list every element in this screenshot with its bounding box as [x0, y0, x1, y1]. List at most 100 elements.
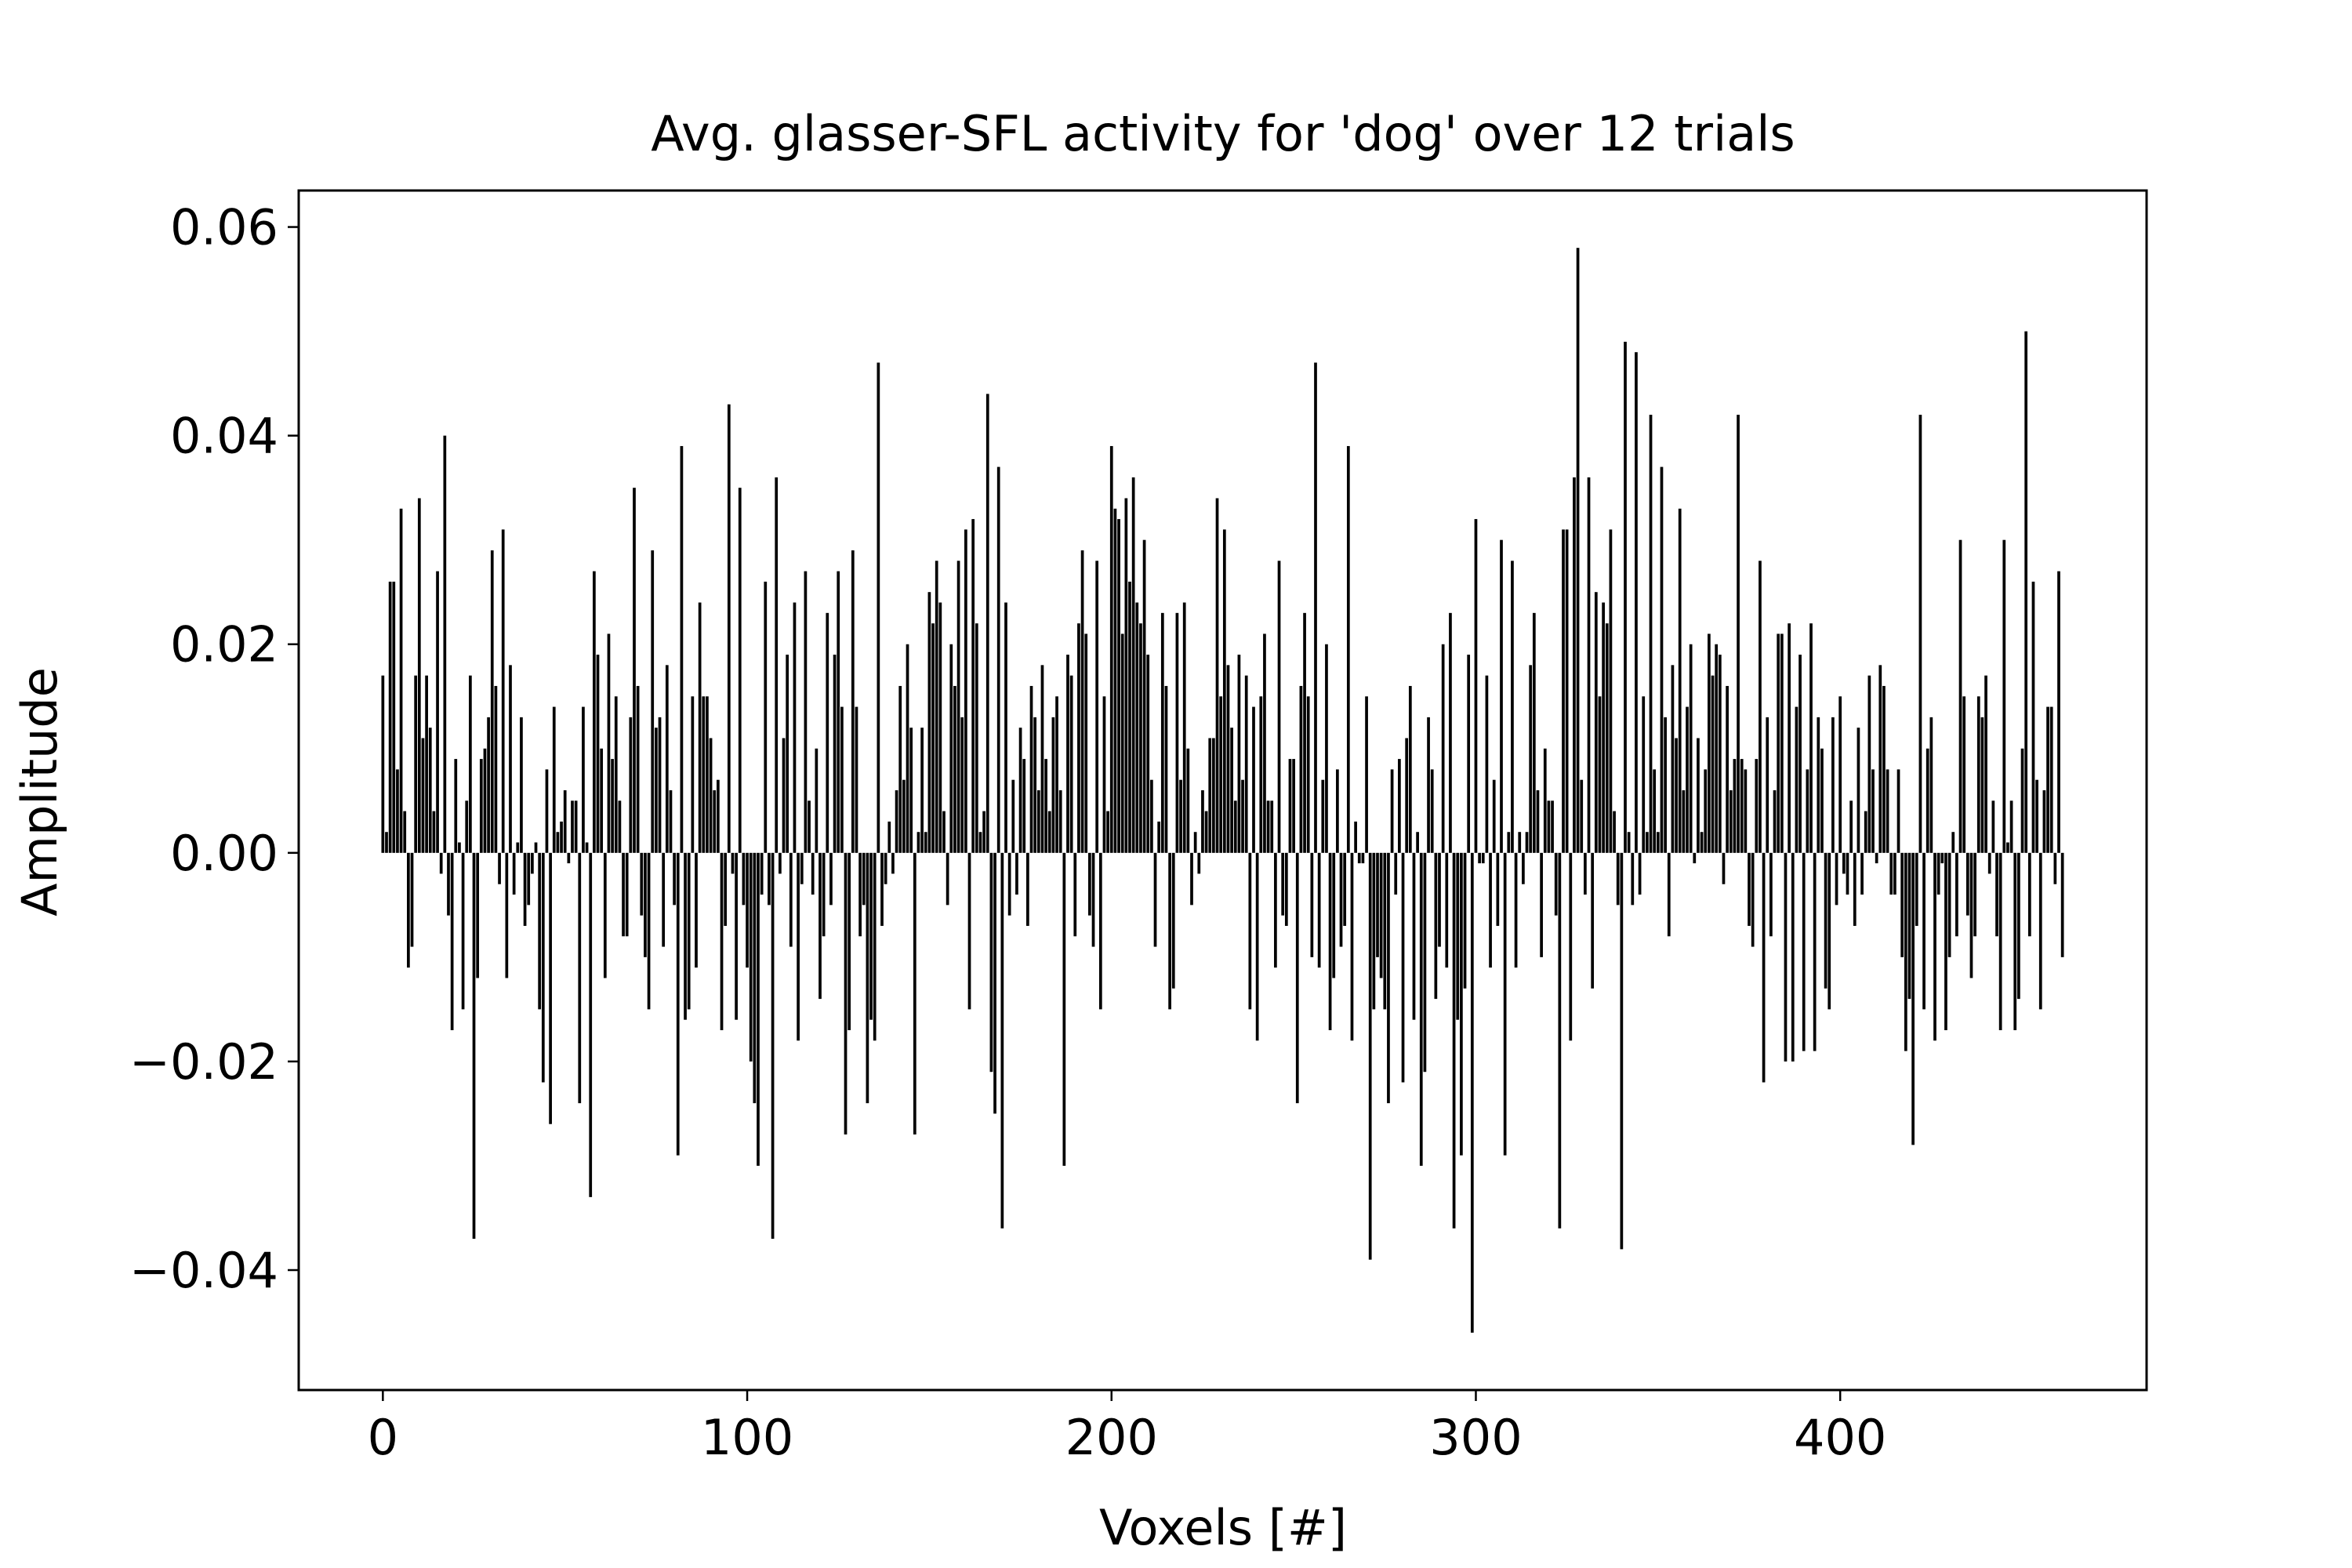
bar — [1944, 852, 1947, 1030]
bar — [1339, 852, 1343, 947]
bar — [1536, 790, 1540, 853]
bar — [1073, 852, 1077, 937]
bar — [1007, 852, 1011, 916]
y-tick-label: 0.06 — [170, 199, 278, 256]
bar — [880, 852, 884, 926]
bar — [1769, 852, 1773, 937]
bar — [753, 852, 757, 1104]
bar — [1878, 665, 1882, 853]
bar — [1295, 852, 1299, 1104]
x-tick-label: 100 — [701, 1409, 793, 1466]
bar — [680, 445, 684, 853]
bar — [1744, 769, 1748, 853]
bar — [738, 488, 742, 853]
bar — [1029, 685, 1033, 853]
bar — [1102, 696, 1106, 853]
bar — [898, 685, 902, 853]
bar — [1980, 717, 1984, 853]
bar — [1507, 832, 1511, 853]
bar — [644, 852, 647, 957]
bar — [1040, 665, 1044, 853]
bar — [1117, 519, 1120, 853]
bar — [1372, 852, 1376, 1010]
bar — [629, 717, 633, 853]
bar — [1806, 769, 1809, 853]
bar — [1416, 832, 1419, 853]
bar — [1438, 852, 1441, 947]
bar — [1077, 623, 1080, 853]
bar — [1656, 832, 1660, 853]
bar — [1511, 561, 1514, 853]
bar — [1091, 852, 1095, 947]
y-tick-label: 0.02 — [170, 616, 278, 673]
bar — [1354, 821, 1357, 853]
bar — [1886, 769, 1889, 853]
bar — [1795, 706, 1798, 853]
bar — [931, 623, 935, 853]
bar — [439, 852, 443, 874]
bar — [1150, 779, 1153, 853]
bar — [909, 728, 913, 853]
bar — [1755, 759, 1759, 853]
bar — [1922, 852, 1926, 1010]
bar — [935, 561, 938, 853]
bar — [618, 800, 622, 853]
bar — [425, 675, 428, 853]
bar — [706, 696, 709, 853]
bar — [1784, 852, 1788, 1062]
bar — [971, 519, 975, 853]
bar — [1139, 623, 1142, 853]
bar — [1237, 655, 1241, 853]
bar — [1452, 852, 1456, 1229]
bar — [1492, 779, 1496, 853]
bar — [1522, 852, 1525, 884]
bar — [902, 779, 906, 853]
bar — [458, 842, 461, 853]
bar — [1751, 852, 1755, 947]
bar — [953, 685, 956, 853]
bar — [1904, 852, 1907, 1051]
bar — [1984, 675, 1987, 853]
plot-frame — [297, 189, 2148, 1392]
bar — [844, 852, 848, 1135]
bar — [483, 748, 487, 853]
bar — [1474, 519, 1478, 853]
bar — [1529, 665, 1533, 853]
bar — [1018, 728, 1022, 853]
bar — [1394, 852, 1398, 895]
bar — [2057, 571, 2060, 853]
bar — [1233, 800, 1237, 853]
bar — [1551, 800, 1554, 853]
bar — [1460, 852, 1463, 1156]
bar — [1569, 852, 1573, 1041]
bar — [2013, 852, 2017, 1030]
bar — [1124, 498, 1128, 853]
bar — [1638, 852, 1642, 895]
bar — [1179, 779, 1182, 853]
bar — [913, 852, 916, 1135]
bar — [1204, 811, 1208, 853]
bar — [443, 435, 447, 853]
bar — [1809, 623, 1813, 853]
bar — [1398, 759, 1401, 853]
bar — [567, 852, 571, 864]
bar — [665, 665, 669, 853]
bar — [1408, 685, 1412, 853]
bar — [1467, 655, 1471, 853]
bar — [1958, 539, 1962, 853]
bar — [538, 852, 542, 1010]
bar — [815, 748, 818, 853]
bar — [1594, 592, 1598, 853]
bar — [906, 644, 909, 853]
bar — [779, 852, 782, 874]
bar — [1620, 852, 1624, 1250]
bar — [731, 852, 735, 874]
bar — [920, 728, 924, 853]
bar — [1186, 748, 1190, 853]
bar — [869, 852, 873, 1020]
bar — [1317, 852, 1321, 968]
bar — [808, 800, 811, 853]
bar — [1080, 550, 1084, 853]
bar — [1678, 508, 1682, 853]
bar — [818, 852, 822, 1000]
